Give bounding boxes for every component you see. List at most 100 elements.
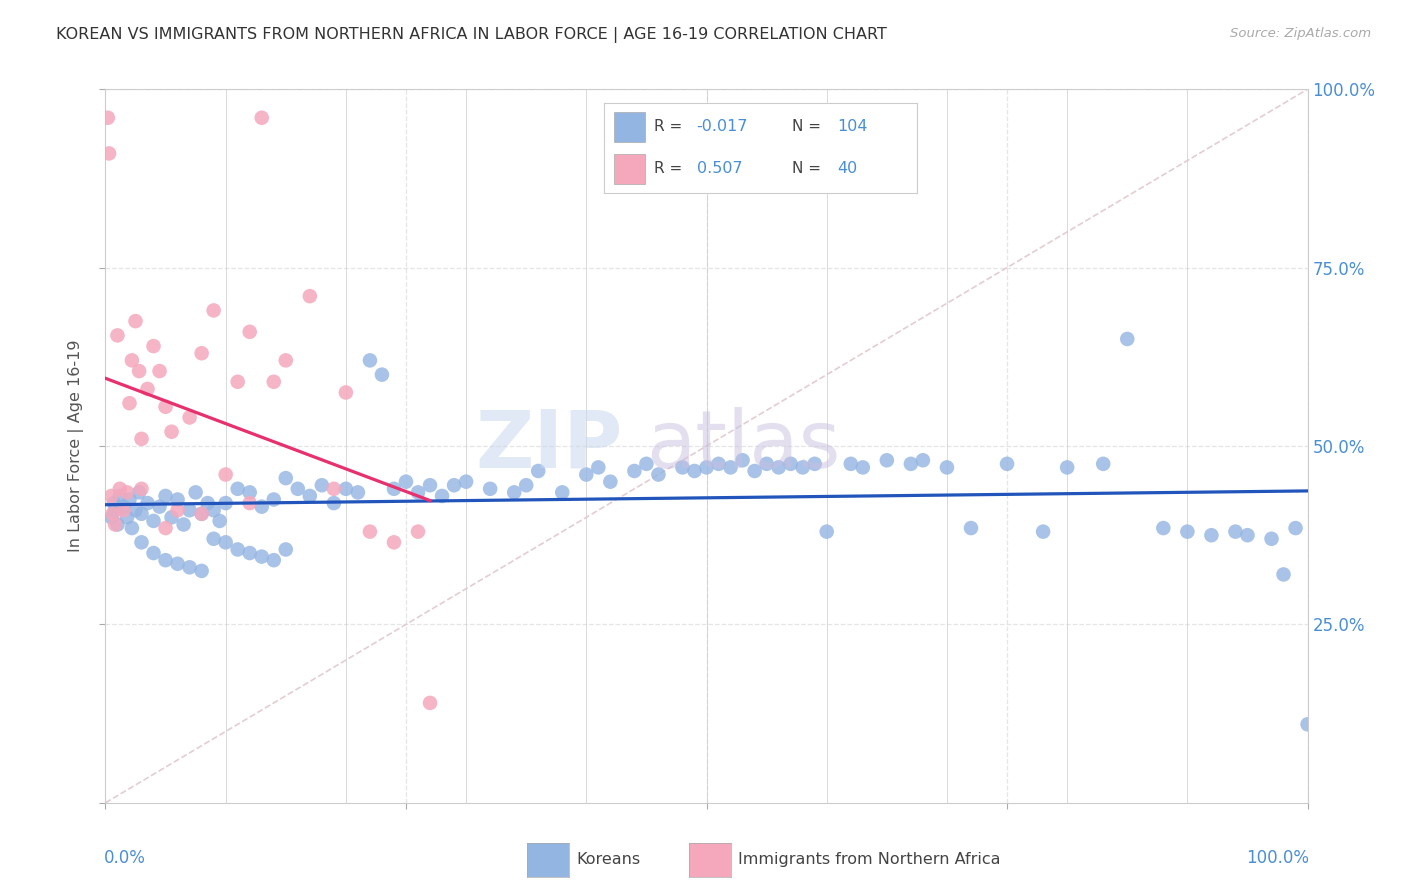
Point bbox=[1272, 567, 1295, 582]
Point bbox=[298, 489, 321, 503]
Point bbox=[454, 475, 477, 489]
Point bbox=[160, 510, 183, 524]
Point bbox=[911, 453, 934, 467]
Point bbox=[852, 460, 875, 475]
Point bbox=[214, 467, 236, 482]
Point bbox=[104, 517, 127, 532]
Point bbox=[382, 535, 405, 549]
Point bbox=[115, 485, 138, 500]
Point bbox=[419, 478, 441, 492]
Point bbox=[1284, 521, 1306, 535]
Point bbox=[1092, 457, 1115, 471]
Point bbox=[755, 457, 778, 471]
Point bbox=[623, 464, 645, 478]
Text: 100.0%: 100.0% bbox=[1246, 849, 1309, 867]
Point bbox=[322, 496, 344, 510]
Point bbox=[166, 492, 188, 507]
Point bbox=[720, 460, 742, 475]
Point bbox=[371, 368, 394, 382]
Point bbox=[335, 482, 357, 496]
Point bbox=[1260, 532, 1282, 546]
Point bbox=[155, 521, 177, 535]
Point bbox=[112, 500, 135, 514]
Text: Immigrants from Northern Africa: Immigrants from Northern Africa bbox=[738, 853, 1001, 867]
Point bbox=[1225, 524, 1247, 539]
Point bbox=[148, 500, 170, 514]
Point bbox=[121, 353, 143, 368]
Point bbox=[142, 514, 165, 528]
Point bbox=[100, 510, 122, 524]
Point bbox=[131, 507, 153, 521]
Point bbox=[202, 303, 225, 318]
Point bbox=[108, 482, 131, 496]
Text: ZIP: ZIP bbox=[475, 407, 623, 485]
Text: Source: ZipAtlas.com: Source: ZipAtlas.com bbox=[1230, 27, 1371, 40]
Point bbox=[197, 496, 219, 510]
Point bbox=[142, 339, 165, 353]
Point bbox=[142, 546, 165, 560]
Point bbox=[128, 364, 150, 378]
Point bbox=[936, 460, 959, 475]
Point bbox=[250, 549, 273, 564]
Point bbox=[298, 289, 321, 303]
Point bbox=[815, 524, 838, 539]
Point bbox=[1056, 460, 1078, 475]
Point bbox=[179, 560, 201, 574]
Point bbox=[214, 496, 236, 510]
Point bbox=[960, 521, 983, 535]
Point bbox=[792, 460, 814, 475]
Point bbox=[131, 432, 153, 446]
Text: 0.0%: 0.0% bbox=[104, 849, 146, 867]
Point bbox=[179, 410, 201, 425]
Point bbox=[97, 111, 120, 125]
Point bbox=[479, 482, 502, 496]
Point bbox=[190, 564, 212, 578]
Point bbox=[575, 467, 598, 482]
Point bbox=[406, 485, 429, 500]
Point bbox=[98, 146, 121, 161]
Point bbox=[382, 482, 405, 496]
Point bbox=[599, 475, 621, 489]
Point bbox=[226, 375, 249, 389]
Point bbox=[443, 478, 465, 492]
Point bbox=[190, 507, 212, 521]
Point bbox=[1201, 528, 1223, 542]
Point bbox=[803, 457, 825, 471]
Point bbox=[239, 546, 262, 560]
Point bbox=[696, 460, 718, 475]
Point bbox=[239, 496, 262, 510]
Point bbox=[173, 517, 195, 532]
Point bbox=[107, 517, 129, 532]
Point bbox=[527, 464, 550, 478]
Point bbox=[263, 553, 285, 567]
Point bbox=[190, 507, 212, 521]
Point bbox=[1296, 717, 1319, 731]
Point bbox=[202, 532, 225, 546]
Point bbox=[179, 503, 201, 517]
Point bbox=[214, 535, 236, 549]
Point bbox=[683, 464, 706, 478]
Point bbox=[779, 457, 801, 471]
Point bbox=[274, 471, 297, 485]
Point bbox=[124, 314, 146, 328]
Point bbox=[160, 425, 183, 439]
Point bbox=[311, 478, 333, 492]
Point bbox=[1236, 528, 1258, 542]
Point bbox=[250, 111, 273, 125]
Point bbox=[839, 457, 862, 471]
Point bbox=[359, 524, 381, 539]
Point bbox=[107, 328, 129, 343]
Y-axis label: In Labor Force | Age 16-19: In Labor Force | Age 16-19 bbox=[67, 340, 84, 552]
Point bbox=[287, 482, 309, 496]
Point bbox=[768, 460, 790, 475]
Text: atlas: atlas bbox=[647, 407, 841, 485]
Point bbox=[131, 535, 153, 549]
Point bbox=[876, 453, 898, 467]
Point bbox=[208, 514, 231, 528]
Point bbox=[101, 507, 124, 521]
Point bbox=[263, 375, 285, 389]
Point bbox=[395, 475, 418, 489]
Text: Koreans: Koreans bbox=[576, 853, 641, 867]
Point bbox=[239, 485, 262, 500]
Point bbox=[263, 492, 285, 507]
